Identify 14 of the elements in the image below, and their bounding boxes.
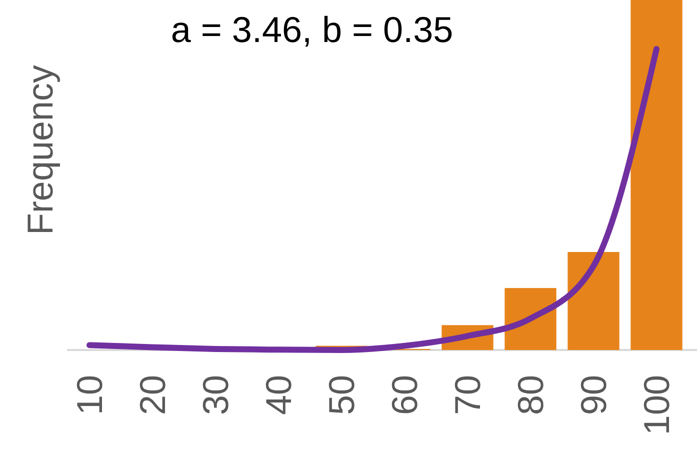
x-tick-label: 30 [195, 375, 236, 416]
x-tick-label: 40 [258, 375, 299, 416]
chart-title: a = 3.46, b = 0.35 [170, 9, 454, 50]
x-tick-label: 50 [321, 375, 362, 416]
x-tick-label: 10 [69, 375, 110, 416]
x-tick-label: 90 [573, 375, 614, 416]
x-tick-label: 100 [636, 375, 677, 436]
bar [568, 252, 620, 350]
y-axis-title: Frequency [20, 64, 60, 236]
bar [630, 0, 682, 350]
x-tick-label: 60 [384, 375, 425, 416]
x-tick-label: 20 [132, 375, 173, 416]
x-tick-label: 80 [510, 375, 551, 416]
x-tick-label: 70 [447, 375, 488, 416]
